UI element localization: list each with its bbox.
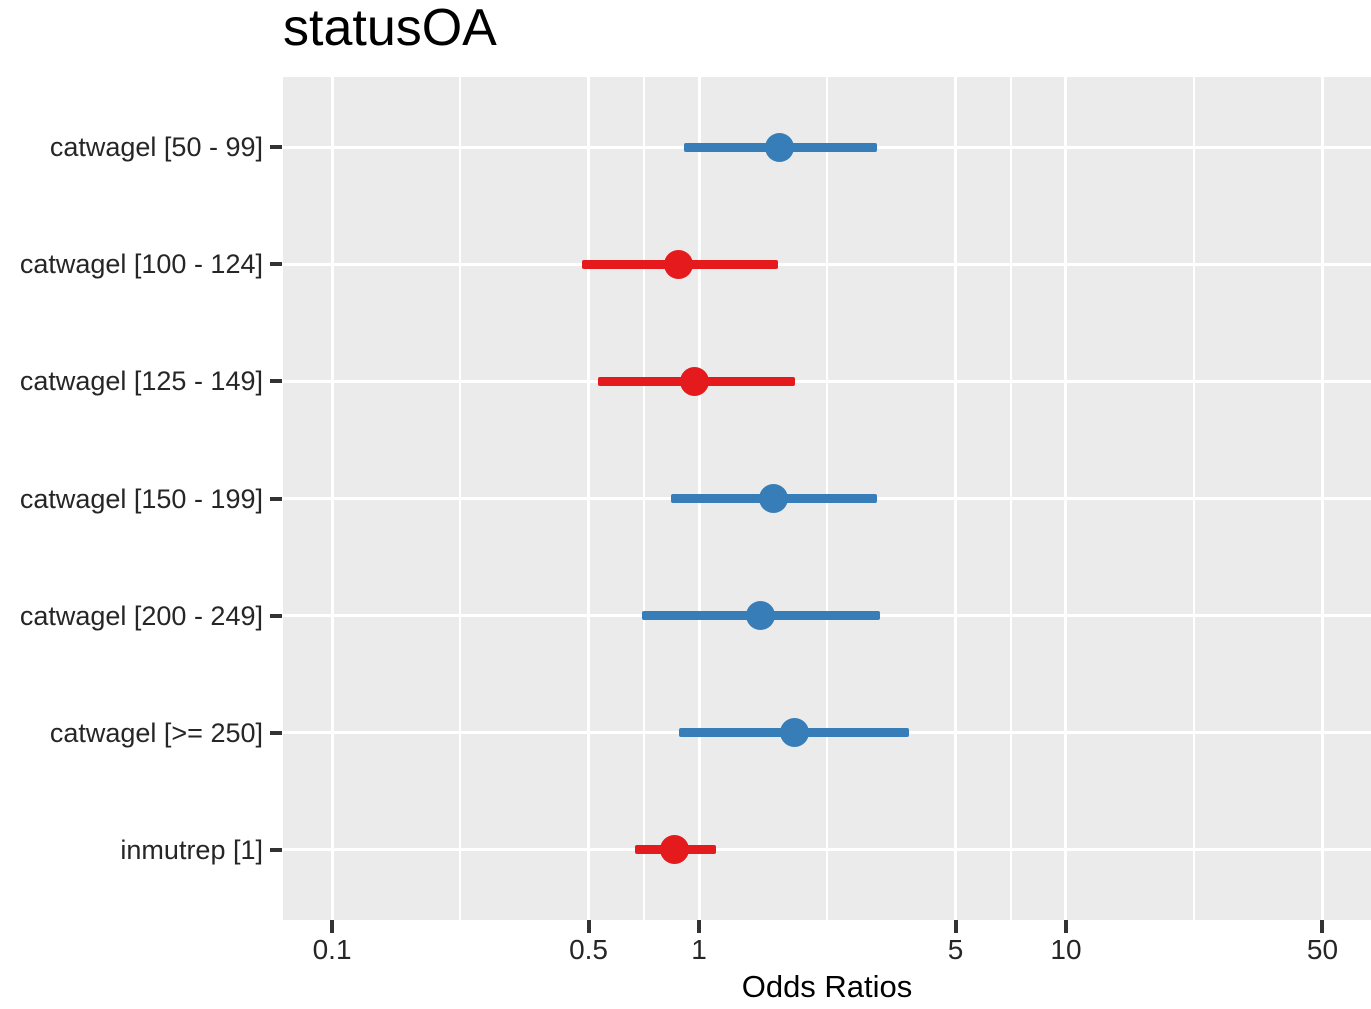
x-tick-label: 10 xyxy=(1050,934,1082,965)
odds-ratio-point xyxy=(679,366,709,396)
y-tick-mark xyxy=(270,262,282,267)
y-tick-mark xyxy=(270,847,282,852)
x-tick-mark xyxy=(697,920,702,933)
y-tick-mark xyxy=(270,730,282,735)
y-axis-label: catwagel [50 - 99] xyxy=(49,132,263,163)
row-gridline xyxy=(283,262,1371,266)
x-tick-mark xyxy=(1320,920,1325,933)
y-axis-label: catwagel [150 - 199] xyxy=(19,483,263,514)
x-axis-title: Odds Ratios xyxy=(741,969,913,1004)
y-axis-label: catwagel [>= 250] xyxy=(49,717,263,748)
plot-title: statusOA xyxy=(283,0,497,57)
odds-ratio-point xyxy=(664,249,694,279)
y-tick-mark xyxy=(270,496,282,501)
x-tick-mark xyxy=(1063,920,1068,933)
x-tick-mark xyxy=(330,920,335,933)
plot-panel xyxy=(283,77,1371,920)
x-tick-label: 5 xyxy=(947,934,964,965)
odds-ratio-point xyxy=(765,132,795,162)
odds-ratio-point xyxy=(660,835,690,865)
x-tick-label: 0.1 xyxy=(312,934,352,965)
y-tick-mark xyxy=(270,613,282,618)
x-tick-label: 1 xyxy=(691,934,707,965)
row-gridline xyxy=(283,379,1371,383)
y-axis-label: catwagel [100 - 124] xyxy=(19,249,263,280)
y-tick-mark xyxy=(270,145,282,150)
y-axis-label: catwagel [200 - 249] xyxy=(19,600,263,631)
y-axis-label: inmutrep [1] xyxy=(120,834,263,865)
row-gridline xyxy=(283,848,1371,852)
x-tick-label: 0.5 xyxy=(569,934,609,965)
y-axis-label: catwagel [125 - 149] xyxy=(19,366,263,397)
odds-ratio-point xyxy=(759,484,789,513)
odds-ratio-point xyxy=(779,718,809,748)
y-tick-mark xyxy=(270,379,282,384)
x-tick-mark xyxy=(586,920,591,933)
x-tick-mark xyxy=(953,920,958,933)
x-tick-label: 50 xyxy=(1306,934,1339,965)
odds-ratio-point xyxy=(745,601,775,631)
